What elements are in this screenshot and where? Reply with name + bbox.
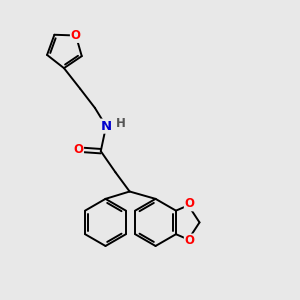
Text: O: O <box>185 197 195 210</box>
Text: O: O <box>73 143 83 156</box>
Text: O: O <box>185 235 195 248</box>
Text: N: N <box>100 120 112 133</box>
Text: O: O <box>71 29 81 42</box>
Text: H: H <box>116 117 126 130</box>
